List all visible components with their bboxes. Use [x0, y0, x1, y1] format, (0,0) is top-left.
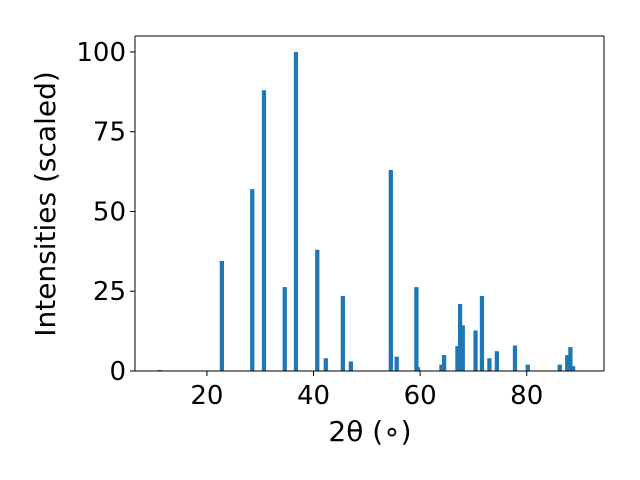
- bar-5: [293, 51, 299, 371]
- x-axis-label: 2θ (∘): [328, 415, 411, 448]
- bar-10: [388, 170, 393, 371]
- bar-14: [439, 364, 444, 371]
- bar-28: [570, 366, 576, 371]
- y-axis-label: Intensities (scaled): [29, 71, 62, 337]
- bar-18: [460, 325, 465, 371]
- bar-23: [512, 345, 518, 371]
- y-tick-label-100: 100: [76, 38, 126, 68]
- bar-19: [473, 330, 478, 371]
- bar-20: [479, 296, 485, 371]
- bar-8: [340, 296, 345, 371]
- bars-group: [157, 51, 576, 372]
- bar-2: [250, 189, 255, 371]
- y-ticks: 0 25 50 75 100: [76, 38, 135, 387]
- axes-frame: [134, 35, 605, 372]
- bar-16: [455, 346, 460, 371]
- bar-21: [487, 358, 492, 371]
- bar-7: [323, 358, 328, 371]
- y-tick-label-75: 75: [93, 118, 126, 148]
- bar-24: [525, 364, 530, 371]
- plot-area: [135, 36, 604, 371]
- bar-27: [568, 347, 573, 371]
- bar-22: [494, 351, 499, 371]
- bar-4: [282, 287, 287, 371]
- bar-11: [394, 356, 399, 371]
- bar-3: [261, 90, 267, 372]
- bar-6: [315, 249, 320, 371]
- y-tick-label-50: 50: [93, 197, 126, 227]
- x-tick-label-20: 20: [190, 381, 223, 411]
- x-tick-label-40: 40: [297, 381, 330, 411]
- x-ticks: 20 40 60 80: [190, 371, 543, 411]
- bar-15: [441, 355, 447, 371]
- y-tick-label-0: 0: [109, 357, 126, 387]
- bar-25: [557, 364, 562, 371]
- bar-26: [565, 355, 570, 371]
- x-tick-label-80: 80: [510, 381, 543, 411]
- bar-12: [414, 287, 419, 371]
- bar-9: [348, 361, 353, 371]
- x-tick-label-60: 60: [404, 381, 437, 411]
- bar-1: [219, 260, 224, 371]
- y-tick-label-25: 25: [93, 277, 126, 307]
- bar-13: [415, 367, 421, 371]
- bar-17: [457, 304, 463, 371]
